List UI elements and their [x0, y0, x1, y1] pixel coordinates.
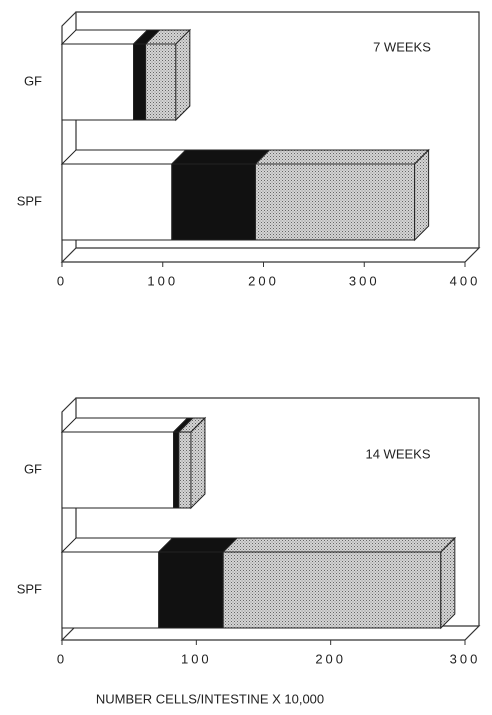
annotation: 14 WEEKS	[365, 446, 430, 461]
bar-front	[254, 163, 416, 241]
bar-side	[175, 28, 191, 122]
x-tick-label: 0	[57, 651, 67, 666]
chart: 0 100 200 300 400 GF SPF 7 WEEKS	[17, 11, 481, 288]
bar-top	[221, 537, 457, 553]
bar-segment	[177, 416, 207, 510]
bar-front	[158, 551, 224, 629]
bar-side	[190, 416, 206, 510]
bar-front	[61, 163, 173, 241]
annotation: 7 WEEKS	[373, 39, 431, 54]
bar-top	[170, 149, 271, 165]
bar-front	[61, 43, 135, 121]
x-tick-label: 100	[181, 651, 212, 666]
bar-segment	[60, 537, 174, 629]
bar-segment	[221, 536, 457, 630]
bar-segment	[254, 148, 430, 242]
bar-segment	[144, 28, 192, 122]
x-tick-label: 300	[450, 651, 481, 666]
bar-segment	[132, 29, 161, 121]
bar-front	[61, 431, 174, 509]
x-tick-label: 200	[315, 651, 346, 666]
bar-segment	[60, 149, 188, 241]
x-tick-label: 200	[248, 273, 279, 288]
category-label: SPF	[17, 581, 42, 596]
x-tick-label: 300	[349, 273, 380, 288]
category-label: SPF	[17, 193, 42, 208]
bar-front	[222, 551, 442, 629]
bar-top	[60, 537, 174, 553]
x-tick-label: 0	[57, 273, 67, 288]
floor	[60, 247, 481, 263]
bar-side	[414, 148, 430, 242]
bar-segment	[170, 149, 271, 241]
chart: 0 100 200 300 GF SPF 14 WEEKS NUMBER CELLS/INTE…	[17, 397, 481, 706]
bar-front	[145, 43, 177, 121]
bar-top	[60, 29, 149, 45]
bar-top	[60, 149, 188, 165]
x-tick-label: 100	[147, 273, 178, 288]
bar-front	[133, 43, 147, 121]
bar-front	[61, 551, 160, 629]
bar-segment	[60, 417, 189, 509]
bar-top	[60, 417, 189, 433]
bar-side	[440, 536, 456, 630]
bar-front	[172, 431, 180, 509]
frame	[75, 397, 480, 626]
category-label: GF	[24, 461, 42, 476]
frame	[75, 11, 480, 248]
x-tick-label: 400	[450, 273, 481, 288]
bar-top	[254, 149, 430, 165]
bar-front	[178, 431, 192, 509]
bar-front	[171, 163, 256, 241]
x-axis-label: NUMBER CELLS/INTESTINE X 10,000	[96, 691, 324, 706]
category-label: GF	[24, 73, 42, 88]
